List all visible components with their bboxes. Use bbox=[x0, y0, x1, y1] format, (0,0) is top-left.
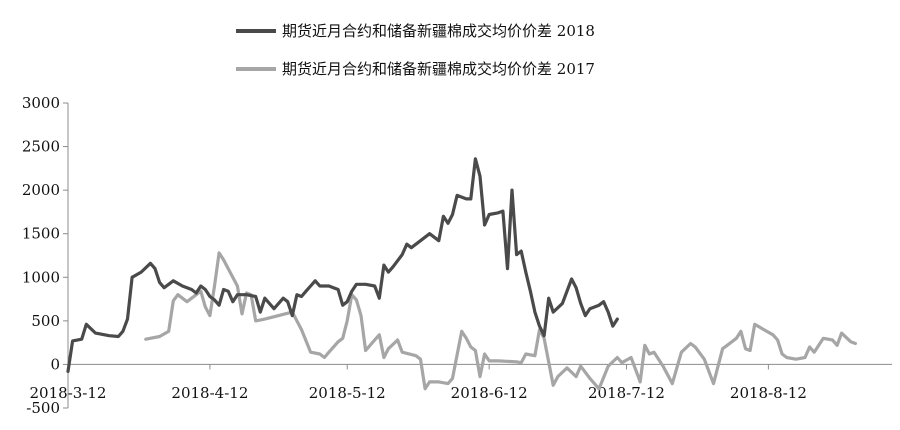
y-tick-label: 500 bbox=[31, 312, 60, 330]
y-tick-label: 0 bbox=[50, 355, 60, 373]
y-axis-tick-labels: -500 0 500 1000 1500 2000 2500 3000 bbox=[22, 94, 60, 417]
legend-label-2018: 期货近月合约和储备新疆棉成交均价价差 2018 bbox=[282, 22, 595, 40]
y-tick-label: 1000 bbox=[22, 268, 60, 286]
x-tick-label: 2018-8-12 bbox=[730, 384, 807, 402]
x-axis-tick-labels: 2018-3-12 2018-4-12 2018-5-12 2018-6-12 2018… bbox=[30, 384, 807, 402]
y-tick-label: 2500 bbox=[22, 138, 60, 156]
y-tick-label: -500 bbox=[26, 399, 60, 417]
y-tick-label: 3000 bbox=[22, 94, 60, 112]
series-2017-line bbox=[144, 251, 857, 391]
y-tick-label: 2000 bbox=[22, 181, 60, 199]
legend: 期货近月合约和储备新疆棉成交均价价差 2018 期货近月合约和储备新疆棉成交均价… bbox=[236, 22, 595, 78]
legend-label-2017: 期货近月合约和储备新疆棉成交均价价差 2017 bbox=[282, 60, 595, 78]
x-tick-label: 2018-3-12 bbox=[30, 384, 107, 402]
y-tick-label: 1500 bbox=[22, 225, 60, 243]
x-tick-label: 2018-5-12 bbox=[309, 384, 386, 402]
x-tick-label: 2018-6-12 bbox=[451, 384, 528, 402]
series-2018-line bbox=[66, 157, 619, 373]
series-lines bbox=[66, 157, 857, 391]
x-tick-label: 2018-7-12 bbox=[588, 384, 665, 402]
x-tick-label: 2018-4-12 bbox=[171, 384, 248, 402]
